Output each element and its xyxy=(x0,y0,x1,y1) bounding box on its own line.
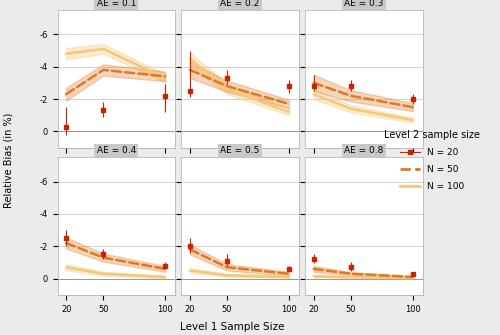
Title: AE = 0.4: AE = 0.4 xyxy=(96,146,136,155)
Title: AE = 0.1: AE = 0.1 xyxy=(96,0,136,8)
Text: Level 1 Sample Size: Level 1 Sample Size xyxy=(180,322,285,332)
Title: AE = 0.5: AE = 0.5 xyxy=(220,146,260,155)
Text: Relative Bias (in %): Relative Bias (in %) xyxy=(4,113,14,208)
Legend: N = 20, N = 50, N = 100: N = 20, N = 50, N = 100 xyxy=(384,130,480,192)
Title: AE = 0.8: AE = 0.8 xyxy=(344,146,384,155)
Title: AE = 0.2: AE = 0.2 xyxy=(220,0,260,8)
Title: AE = 0.3: AE = 0.3 xyxy=(344,0,384,8)
